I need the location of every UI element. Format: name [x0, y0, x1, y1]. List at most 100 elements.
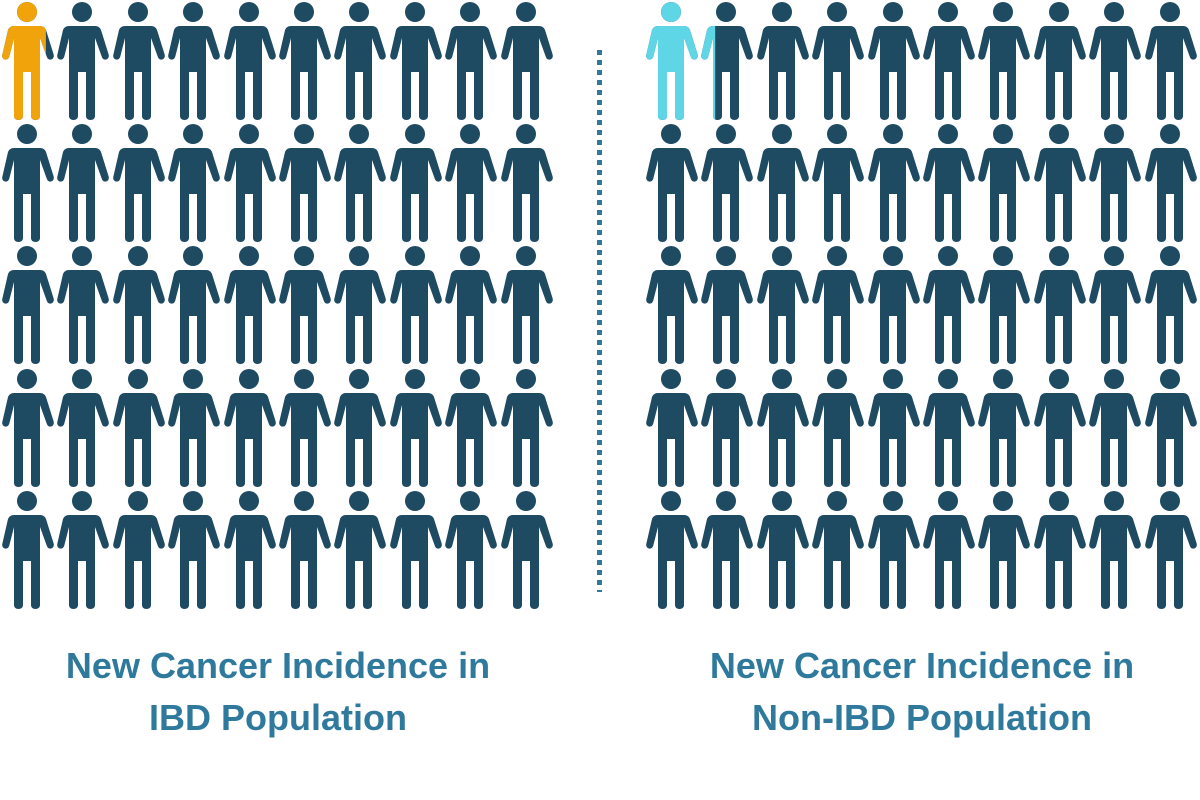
person-icon [111, 368, 165, 487]
person-icon [111, 124, 165, 243]
person-icon [55, 246, 110, 365]
person-icon [332, 124, 387, 243]
person-icon [388, 2, 442, 120]
person-icon [755, 246, 809, 365]
person-icon [443, 246, 498, 365]
ibd-panel-label: New Cancer Incidence in IBD Population [0, 640, 556, 744]
non-ibd-label-line2: Non-IBD Population [752, 697, 1092, 738]
person-icon [921, 124, 975, 243]
ibd-label-line2: IBD Population [149, 697, 407, 738]
person-icon [499, 124, 553, 243]
person-icon [55, 368, 110, 487]
person-icon [921, 2, 975, 120]
person-icon [332, 246, 387, 365]
person-icon [976, 246, 1031, 365]
dotted-divider [597, 50, 602, 592]
person-icon [443, 124, 498, 243]
person-icon [699, 2, 754, 120]
non-ibd-pictogram-grid [644, 2, 1200, 617]
person-icon [644, 2, 698, 120]
person-icon [1032, 2, 1086, 120]
person-icon [866, 368, 920, 487]
person-icon [699, 368, 754, 487]
person-icon [499, 368, 553, 487]
ibd-label-line1: New Cancer Incidence in [65, 645, 491, 686]
person-icon [810, 246, 865, 365]
person-icon [1032, 124, 1086, 243]
person-icon [866, 490, 920, 609]
person-icon [699, 246, 754, 365]
person-icon [0, 124, 54, 243]
person-icon [277, 490, 331, 609]
person-icon [166, 246, 221, 365]
person-icon [277, 124, 331, 243]
person-icon [166, 124, 221, 243]
person-icon [810, 490, 865, 609]
person-icon [222, 490, 276, 609]
person-icon [810, 124, 865, 243]
person-icon [921, 368, 975, 487]
person-icon [810, 368, 865, 487]
person-icon [699, 490, 754, 609]
person-icon [332, 368, 387, 487]
person-icon [755, 124, 809, 243]
person-icon [222, 246, 276, 365]
person-icon [866, 2, 920, 120]
person-icon [443, 368, 498, 487]
person-icon [1143, 246, 1197, 365]
person-icon [1143, 2, 1197, 120]
person-icon [332, 2, 387, 120]
person-icon [499, 246, 553, 365]
person-icon [388, 124, 442, 243]
person-icon [644, 490, 698, 609]
person-icon [222, 368, 276, 487]
person-icon [0, 368, 54, 487]
person-icon [810, 2, 865, 120]
person-icon [166, 490, 221, 609]
person-icon [644, 246, 698, 365]
person-icon [1087, 490, 1142, 609]
person-icon [111, 2, 165, 120]
person-icon [443, 490, 498, 609]
person-icon [388, 246, 442, 365]
person-icon [1087, 2, 1142, 120]
person-icon [1143, 368, 1197, 487]
person-icon [499, 490, 553, 609]
person-icon [1032, 368, 1086, 487]
person-icon [1087, 124, 1142, 243]
person-icon [55, 124, 110, 243]
person-icon [644, 368, 698, 487]
person-icon [699, 124, 754, 243]
person-icon [1087, 368, 1142, 487]
person-icon [976, 368, 1031, 487]
person-icon [976, 2, 1031, 120]
person-icon [644, 124, 698, 243]
person-icon [1143, 124, 1197, 243]
person-icon [277, 246, 331, 365]
person-icon [277, 2, 331, 120]
person-icon [277, 368, 331, 487]
non-ibd-panel-label: New Cancer Incidence in Non-IBD Populati… [644, 640, 1200, 744]
person-icon [976, 490, 1031, 609]
person-icon [921, 246, 975, 365]
person-icon [222, 124, 276, 243]
person-icon [55, 490, 110, 609]
person-icon [332, 490, 387, 609]
person-icon [0, 2, 54, 120]
person-icon [921, 490, 975, 609]
person-icon [388, 490, 442, 609]
person-icon [388, 368, 442, 487]
non-ibd-label-line1: New Cancer Incidence in [709, 645, 1135, 686]
person-icon [1032, 246, 1086, 365]
person-icon [111, 246, 165, 365]
person-icon [222, 2, 276, 120]
person-icon [166, 2, 221, 120]
person-icon [1087, 246, 1142, 365]
person-icon [976, 124, 1031, 243]
person-icon [755, 490, 809, 609]
person-icon [443, 2, 498, 120]
person-icon [1032, 490, 1086, 609]
person-icon [0, 490, 54, 609]
ibd-pictogram-grid [0, 2, 556, 617]
person-icon [866, 124, 920, 243]
